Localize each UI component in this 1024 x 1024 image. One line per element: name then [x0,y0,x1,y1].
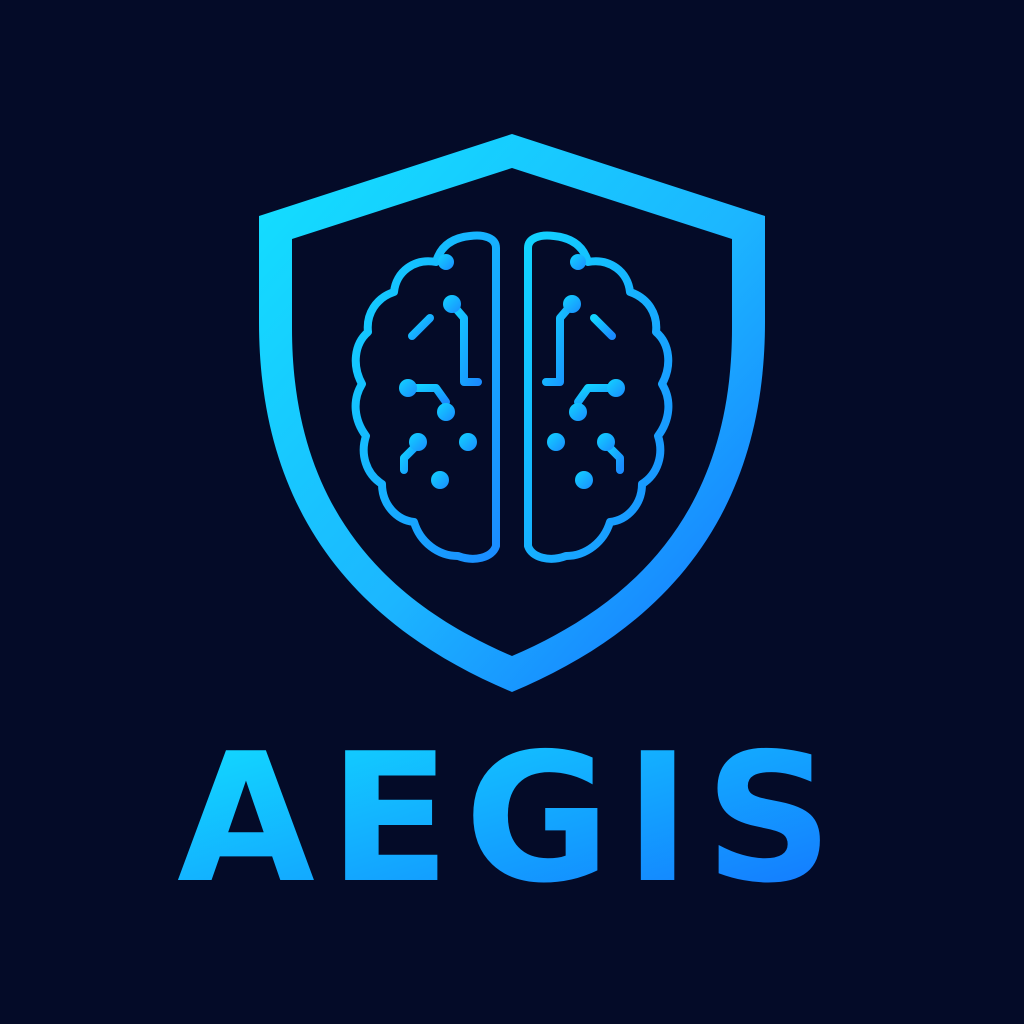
brand-wordmark: AEGIS [177,715,847,922]
shield-icon [259,134,765,692]
circuit-nodes [399,254,625,489]
brain-circuit-icon [351,231,673,563]
